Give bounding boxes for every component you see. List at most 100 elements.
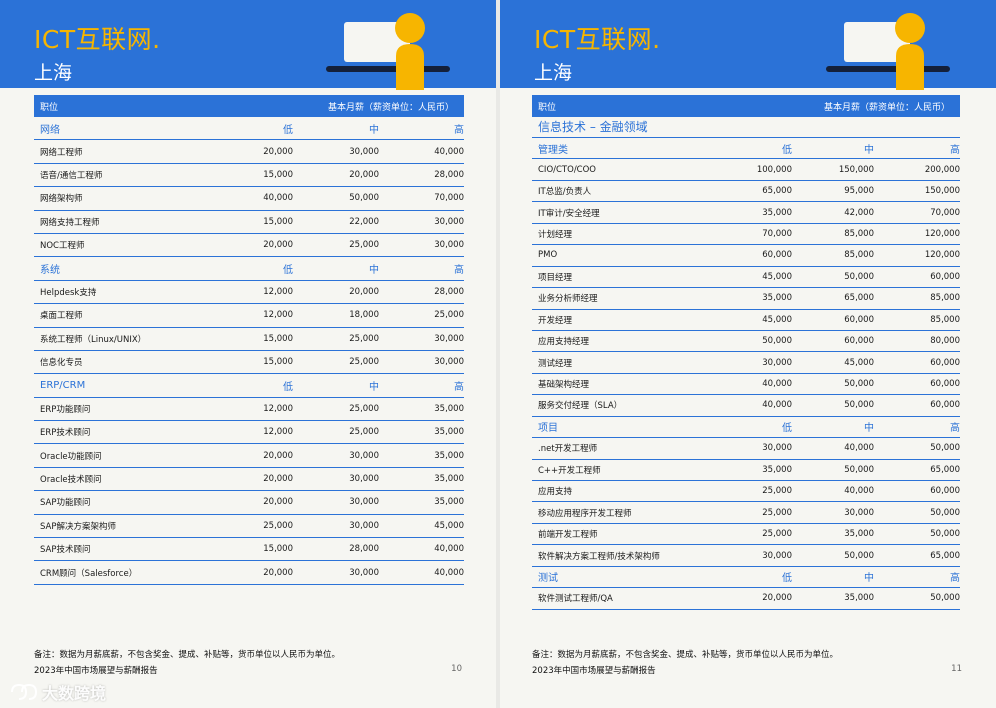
salary-low-cell: 60,000: [692, 250, 792, 260]
salary-low-cell: 20,000: [203, 474, 293, 484]
report-footer: 2023年中国市场展望与薪酬报告: [34, 664, 158, 676]
salary-mid-cell: 22,000: [293, 217, 379, 227]
watermark-text: 大数跨境: [42, 680, 106, 704]
salary-table: 职位 基本月薪（薪资单位：人民币） 网络低中高网络工程师 20,000 30,000…: [34, 95, 464, 585]
job-title-cell: Helpdesk支持: [34, 286, 203, 298]
salary-high-cell: 30,000: [379, 240, 464, 250]
salary-low-cell: 12,000: [203, 310, 293, 320]
salary-low-cell: 100,000: [692, 165, 792, 175]
salary-low-cell: 12,000: [203, 287, 293, 297]
salary-high-cell: 150,000: [874, 186, 960, 196]
col-low-label: 低: [203, 378, 293, 393]
job-title-cell: Oracle功能顾问: [34, 450, 203, 462]
salary-mid-cell: 25,000: [293, 334, 379, 344]
salary-low-cell: 30,000: [692, 551, 792, 561]
table-row: CRM顾问（Salesforce） 20,000 30,000 40,000: [34, 561, 464, 584]
salary-low-cell: 35,000: [692, 293, 792, 303]
col-low-label: 低: [692, 141, 792, 156]
job-title-cell: 移动应用程序开发工程师: [532, 507, 692, 519]
salary-high-cell: 50,000: [874, 508, 960, 518]
salary-low-cell: 35,000: [692, 465, 792, 475]
table-row: 基础架构经理 40,000 50,000 60,000: [532, 374, 960, 395]
salary-mid-cell: 65,000: [792, 293, 874, 303]
salary-mid-cell: 85,000: [792, 250, 874, 260]
job-title-cell: SAP技术顾问: [34, 543, 203, 555]
header-position: 职位: [40, 100, 58, 113]
salary-mid-cell: 25,000: [293, 357, 379, 367]
col-low-label: 低: [203, 261, 293, 276]
salary-low-cell: 70,000: [692, 229, 792, 239]
salary-high-cell: 40,000: [379, 568, 464, 578]
salary-mid-cell: 35,000: [792, 593, 874, 603]
table-row: 软件测试工程师/QA 20,000 35,000 50,000: [532, 588, 960, 609]
report-page-10: ICT互联网. 上海 职位 基本月薪（薪资单位：人民币） 网络低中高网络工程师 2…: [0, 0, 496, 708]
city-title: 上海: [534, 58, 572, 85]
salary-low-cell: 15,000: [203, 544, 293, 554]
col-mid-label: 中: [293, 378, 379, 393]
col-low-label: 低: [692, 569, 792, 584]
table-row: PMO 60,000 85,000 120,000: [532, 245, 960, 266]
salary-mid-cell: 30,000: [792, 508, 874, 518]
desk-person-illustration: [326, 10, 452, 90]
salary-low-cell: 50,000: [692, 336, 792, 346]
salary-low-cell: 15,000: [203, 217, 293, 227]
watermark: 大数跨境: [8, 680, 106, 704]
salary-high-cell: 60,000: [874, 486, 960, 496]
section-title: ERP/CRM: [34, 380, 203, 391]
salary-mid-cell: 25,000: [293, 427, 379, 437]
header-salary: 基本月薪（薪资单位：人民币）: [328, 100, 454, 113]
salary-mid-cell: 30,000: [293, 568, 379, 578]
section-title: 管理类: [532, 141, 692, 156]
salary-mid-cell: 40,000: [792, 486, 874, 496]
job-title-cell: 计划经理: [532, 228, 692, 240]
section-header-row: 测试 低 中 高: [532, 567, 960, 588]
job-title-cell: 网络架构师: [34, 192, 203, 204]
salary-low-cell: 20,000: [692, 593, 792, 603]
brand-title: ICT互联网.: [534, 20, 661, 56]
salary-high-cell: 35,000: [379, 427, 464, 437]
salary-low-cell: 20,000: [203, 240, 293, 250]
table-header: 职位 基本月薪（薪资单位：人民币）: [532, 95, 960, 117]
table-row: .net开发工程师 30,000 40,000 50,000: [532, 438, 960, 459]
table-row: 前端开发工程师 25,000 35,000 50,000: [532, 524, 960, 545]
salary-mid-cell: 60,000: [792, 315, 874, 325]
job-title-cell: 语音/通信工程师: [34, 169, 203, 181]
table-row: Helpdesk支持 12,000 20,000 28,000: [34, 281, 464, 304]
salary-high-cell: 30,000: [379, 334, 464, 344]
job-title-cell: 桌面工程师: [34, 309, 203, 321]
salary-high-cell: 65,000: [874, 551, 960, 561]
salary-low-cell: 30,000: [692, 358, 792, 368]
salary-mid-cell: 25,000: [293, 404, 379, 414]
page-banner: ICT互联网. 上海: [0, 0, 496, 88]
salary-mid-cell: 50,000: [293, 193, 379, 203]
salary-low-cell: 30,000: [692, 443, 792, 453]
salary-high-cell: 35,000: [379, 474, 464, 484]
salary-mid-cell: 50,000: [792, 400, 874, 410]
job-title-cell: 软件测试工程师/QA: [532, 592, 692, 604]
section-header-row: 系统 低 中 高: [34, 257, 464, 280]
salary-high-cell: 60,000: [874, 272, 960, 282]
section-header-row: 项目 低 中 高: [532, 417, 960, 438]
job-title-cell: NOC工程师: [34, 239, 203, 251]
salary-mid-cell: 30,000: [293, 147, 379, 157]
salary-low-cell: 12,000: [203, 404, 293, 414]
salary-high-cell: 28,000: [379, 287, 464, 297]
job-title-cell: SAP功能顾问: [34, 496, 203, 508]
salary-mid-cell: 150,000: [792, 165, 874, 175]
col-mid-label: 中: [792, 141, 874, 156]
salary-low-cell: 15,000: [203, 334, 293, 344]
table-row: CIO/CTO/COO 100,000 150,000 200,000: [532, 159, 960, 180]
col-low-label: 低: [203, 121, 293, 136]
job-title-cell: 软件解决方案工程师/技术架构师: [532, 550, 692, 562]
salary-high-cell: 30,000: [379, 357, 464, 367]
table-row: 测试经理 30,000 45,000 60,000: [532, 352, 960, 373]
salary-high-cell: 70,000: [874, 208, 960, 218]
salary-mid-cell: 25,000: [293, 240, 379, 250]
job-title-cell: 项目经理: [532, 271, 692, 283]
salary-low-cell: 15,000: [203, 357, 293, 367]
job-title-cell: IT总监/负责人: [532, 185, 692, 197]
job-title-cell: 网络支持工程师: [34, 216, 203, 228]
section-title: 系统: [34, 261, 203, 276]
table-row: IT总监/负责人 65,000 95,000 150,000: [532, 181, 960, 202]
section-header-row: 网络 低 中 高: [34, 117, 464, 140]
